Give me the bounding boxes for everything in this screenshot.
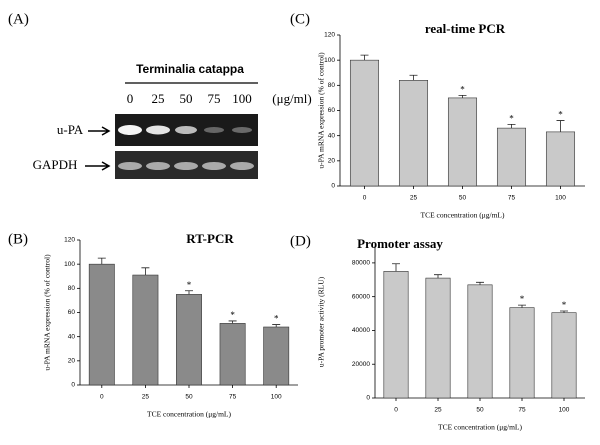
panel-label: (D) <box>290 233 311 249</box>
y-tick-label: 60 <box>328 107 336 114</box>
lane-label: 100 <box>232 91 252 106</box>
y-tick-label: 60 <box>68 309 76 316</box>
y-tick-label: 120 <box>64 237 75 244</box>
x-tick-label: 25 <box>434 407 442 414</box>
error-bar <box>560 310 568 313</box>
y-tick-label: 0 <box>366 395 370 402</box>
y-tick-label: 40 <box>328 132 336 139</box>
bar <box>263 326 290 386</box>
y-tick-label: 0 <box>331 183 335 190</box>
bar <box>88 263 115 386</box>
x-tick-label: 50 <box>476 407 484 414</box>
arrow <box>85 161 111 171</box>
error-bar <box>360 54 369 61</box>
chart-title: RT-PCR <box>186 231 234 246</box>
significance: * <box>562 300 567 310</box>
error-bar <box>97 257 106 265</box>
error-bar <box>185 290 193 295</box>
x-tick-label: 50 <box>185 394 193 401</box>
y-tick-label: 100 <box>64 261 75 268</box>
error-bar <box>392 263 400 272</box>
row-label: GAPDH <box>33 157 78 172</box>
error-bar <box>409 74 418 81</box>
y-tick-label: 100 <box>324 57 335 64</box>
row-label: u-PA <box>57 122 84 137</box>
bar <box>398 80 429 187</box>
bar <box>509 307 535 399</box>
y-tick-label: 120 <box>324 32 335 39</box>
x-tick-label: 100 <box>271 394 282 401</box>
y-tick-label: 80 <box>328 82 336 89</box>
x-tick-label: 25 <box>410 195 418 202</box>
bar <box>551 312 577 399</box>
error-bar <box>507 123 516 129</box>
x-tick-label: 0 <box>363 195 367 202</box>
bar <box>425 277 451 399</box>
gel-unit: (μg/ml) <box>272 91 311 106</box>
x-axis-label: TCE concentration (μg/mL) <box>438 423 522 432</box>
bands <box>118 125 254 170</box>
y-axis-label: u-PA promoter activity (RLU) <box>317 276 326 367</box>
significance: * <box>509 113 514 123</box>
y-tick-label: 40 <box>68 333 76 340</box>
error-bar <box>434 274 442 279</box>
x-tick-label: 75 <box>229 394 237 401</box>
lane-label: 25 <box>152 91 165 106</box>
x-tick-label: 100 <box>555 195 566 202</box>
gel-title: Terminalia catappa <box>136 62 244 76</box>
y-tick-label: 20 <box>68 358 76 365</box>
y-tick-label: 20000 <box>352 361 370 368</box>
bar <box>219 323 246 386</box>
significance: * <box>274 314 279 324</box>
y-tick-label: 0 <box>71 382 75 389</box>
x-tick-label: 0 <box>394 407 398 414</box>
y-tick-label: 20 <box>328 158 336 165</box>
y-tick-label: 80000 <box>352 260 370 267</box>
significance: * <box>230 310 235 320</box>
panel-label: (C) <box>290 11 310 27</box>
y-tick-label: 60000 <box>352 293 370 300</box>
x-tick-label: 75 <box>508 195 516 202</box>
bar <box>383 271 409 399</box>
x-tick-label: 50 <box>459 195 467 202</box>
x-tick-label: 75 <box>518 407 526 414</box>
error-bar <box>272 324 281 327</box>
x-tick-label: 0 <box>100 394 104 401</box>
chart-title: Promoter assay <box>357 236 443 251</box>
x-tick-label: 100 <box>559 407 570 414</box>
significance: * <box>558 110 563 120</box>
bar <box>349 59 380 187</box>
error-bar <box>141 267 150 276</box>
lane-label: 0 <box>127 91 134 106</box>
lane-label: 75 <box>208 91 221 106</box>
panel-label: (B) <box>8 231 28 247</box>
bar <box>496 127 527 187</box>
bar <box>176 294 202 386</box>
significance: * <box>520 294 525 304</box>
error-bar <box>228 320 237 324</box>
bar <box>447 97 478 187</box>
x-tick-label: 25 <box>142 394 150 401</box>
error-bar <box>458 95 467 98</box>
error-bar <box>476 281 484 285</box>
arrow <box>88 126 111 136</box>
panel-label: (A) <box>8 11 29 27</box>
significance: * <box>187 280 192 290</box>
error-bar <box>556 120 565 132</box>
bar <box>545 131 576 187</box>
y-axis-label: u-PA mRNA expression (% of control) <box>317 52 326 169</box>
x-axis-label: TCE concentration (μg/mL) <box>147 410 231 419</box>
chart-title: real-time PCR <box>425 21 506 36</box>
y-tick-label: 80 <box>68 285 76 292</box>
bar <box>132 274 159 386</box>
error-bar <box>518 304 526 308</box>
bar <box>467 284 493 399</box>
lane-label: 50 <box>180 91 193 106</box>
x-axis-label: TCE concentration (μg/mL) <box>421 211 505 220</box>
y-axis-label: u-PA mRNA expression (% of control) <box>43 254 52 371</box>
y-tick-label: 40000 <box>352 327 370 334</box>
significance: * <box>460 84 465 94</box>
